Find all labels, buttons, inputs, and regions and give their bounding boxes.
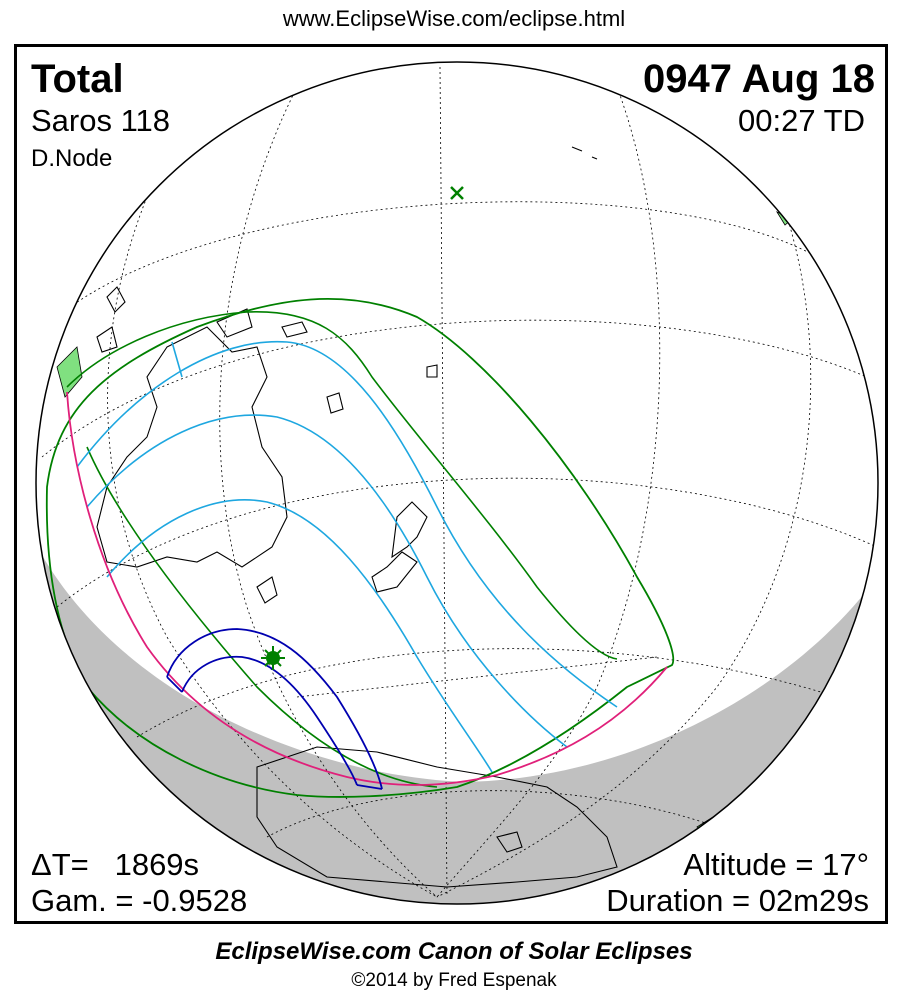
eclipse-time: 00:27 TD <box>738 103 865 138</box>
penumbral-contours <box>76 340 618 773</box>
rise-set-curve <box>66 391 668 786</box>
coastlines <box>96 146 618 888</box>
canon-title: EclipseWise.com Canon of Solar Eclipses <box>215 938 693 965</box>
totality-duration: Duration = 02m29s <box>606 883 869 918</box>
source-url: www.EclipseWise.com/eclipse.html <box>282 6 626 31</box>
copyright: ©2014 by Fred Espenak <box>351 970 557 991</box>
eclipse-map-frame: Total Saros 118 D.Node 0947 Aug 18 00:27… <box>14 44 888 924</box>
night-shading <box>36 527 878 904</box>
penumbral-limit-outer <box>45 298 675 798</box>
penumbral-limit-inner <box>66 311 618 660</box>
delta-t: ΔT= 1869s <box>31 847 200 882</box>
umbral-path <box>166 628 383 790</box>
penumbral-limit-south <box>86 446 438 788</box>
node-label: D.Node <box>31 145 113 172</box>
gamma-value: Gam. = -0.9528 <box>31 883 248 918</box>
globe-map <box>35 61 879 905</box>
eclipse-date: 0947 Aug 18 <box>643 57 875 101</box>
globe-outline <box>35 61 879 905</box>
graticule <box>41 66 878 898</box>
greatest-eclipse-star-icon <box>261 646 285 670</box>
eclipse-type: Total <box>31 57 124 101</box>
sun-altitude: Altitude = 17° <box>683 847 869 882</box>
subsolar-x-icon <box>450 186 464 200</box>
saros-number: Saros 118 <box>31 103 171 138</box>
